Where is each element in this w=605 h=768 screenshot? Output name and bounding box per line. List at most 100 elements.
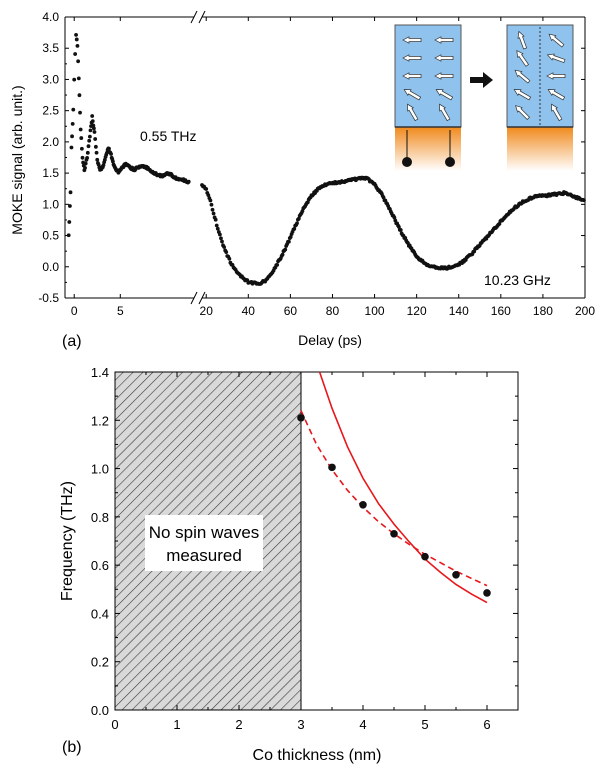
data-point	[216, 227, 220, 231]
data-point	[93, 130, 97, 134]
data-point	[390, 530, 398, 538]
x-tick-label: 2	[235, 717, 242, 732]
data-point	[68, 204, 72, 208]
panel-a-ylabel: MOKE signal (arb. unit.)	[9, 85, 25, 234]
data-point	[78, 93, 82, 97]
data-point	[211, 208, 215, 212]
x-tick-label: 6	[483, 717, 490, 732]
y-tick-label: 0.4	[91, 606, 109, 621]
data-point	[72, 78, 76, 82]
data-point	[78, 111, 82, 115]
y-tick-label: 0.0	[91, 703, 109, 718]
data-point	[95, 151, 99, 155]
y-tick-label: 0.6	[91, 558, 109, 573]
x-tick-label: 120	[407, 304, 427, 318]
data-point	[88, 135, 92, 139]
data-point	[95, 158, 99, 162]
x-tick-label: 3	[297, 717, 304, 732]
data-point	[71, 122, 75, 126]
data-point	[67, 233, 71, 237]
x-tick-label: 100	[365, 304, 385, 318]
y-tick-label: 2.0	[42, 135, 59, 149]
y-tick-label: 1.4	[91, 365, 109, 380]
x-tick-label: 200	[575, 304, 595, 318]
electron-dot	[402, 157, 412, 167]
data-point	[222, 245, 226, 249]
data-point	[227, 257, 231, 261]
y-tick-label: 1.0	[42, 197, 59, 211]
region-label-box: No spin waves measured	[145, 515, 263, 571]
panel-b-series	[297, 372, 491, 603]
data-point	[80, 147, 84, 151]
y-tick-label: 0.0	[42, 260, 59, 274]
data-point	[215, 224, 219, 228]
annotation-thz: 0.55 THz	[140, 128, 197, 144]
x-tick-label: 4	[359, 717, 366, 732]
data-point	[582, 198, 586, 202]
data-point	[91, 119, 95, 123]
inset-schematic	[395, 25, 573, 171]
region-label-line2: measured	[166, 546, 242, 565]
data-point	[275, 263, 279, 267]
x-tick-label: 20	[200, 304, 214, 318]
panel-a: -0.50.00.51.01.52.02.53.03.54.00 5 20 40 60 8…	[9, 10, 595, 350]
data-point	[359, 501, 367, 509]
data-point	[210, 203, 214, 207]
data-point	[85, 156, 89, 160]
panel-a-label: (a)	[62, 333, 82, 350]
x-tick-label: 160	[491, 304, 511, 318]
data-point	[70, 146, 74, 150]
data-point	[87, 139, 91, 143]
data-point	[212, 212, 216, 216]
data-point	[214, 218, 218, 222]
data-point	[281, 253, 285, 257]
data-point	[483, 589, 491, 597]
data-point	[73, 52, 77, 56]
data-point	[452, 571, 460, 579]
region-label-line1: No spin waves	[149, 523, 260, 542]
annotation-ghz: 10.23 GHz	[484, 272, 551, 288]
y-tick-label: 0.8	[91, 510, 109, 525]
data-point	[209, 199, 213, 203]
data-point	[187, 180, 191, 184]
data-point	[224, 250, 228, 254]
panel-b-ylabel: Frequency (THz)	[59, 481, 76, 601]
data-point	[76, 44, 80, 48]
data-point	[79, 136, 83, 140]
data-point	[87, 144, 91, 148]
y-tick-label: 0.2	[91, 655, 109, 670]
x-tick-label: 0	[71, 304, 78, 318]
data-point	[204, 187, 208, 191]
dashed-fit-line	[301, 411, 487, 586]
y-tick-label: 3.5	[42, 41, 59, 55]
data-point	[219, 236, 223, 240]
panel-b: No spin waves measured 0.0 0.2 0.4 0.6 0.8 1.…	[59, 365, 518, 764]
data-point	[283, 248, 287, 252]
x-tick-label: 60	[284, 304, 298, 318]
data-point	[94, 145, 98, 149]
x-tick-label: 1	[173, 717, 180, 732]
y-tick-label: 1.0	[91, 462, 109, 477]
data-point	[84, 162, 88, 166]
data-point	[76, 59, 80, 63]
data-point	[297, 414, 305, 422]
data-point	[69, 190, 73, 194]
data-point	[83, 166, 87, 170]
data-point	[93, 137, 97, 141]
y-tick-label: 2.5	[42, 104, 59, 118]
panel-a-xlabel: Delay (ps)	[298, 332, 362, 348]
data-point	[81, 156, 85, 160]
x-tick-label: 80	[326, 304, 340, 318]
solid-fit-line	[320, 372, 487, 603]
electron-dot	[445, 157, 455, 167]
x-tick-label: 40	[242, 304, 256, 318]
y-tick-label: 1.5	[42, 166, 59, 180]
data-point	[109, 152, 113, 156]
data-point	[89, 129, 93, 133]
data-point	[86, 151, 90, 155]
data-point	[399, 228, 403, 232]
y-tick-label: -0.5	[38, 291, 59, 305]
x-tick-label: 5	[421, 717, 428, 732]
data-point	[295, 221, 299, 225]
